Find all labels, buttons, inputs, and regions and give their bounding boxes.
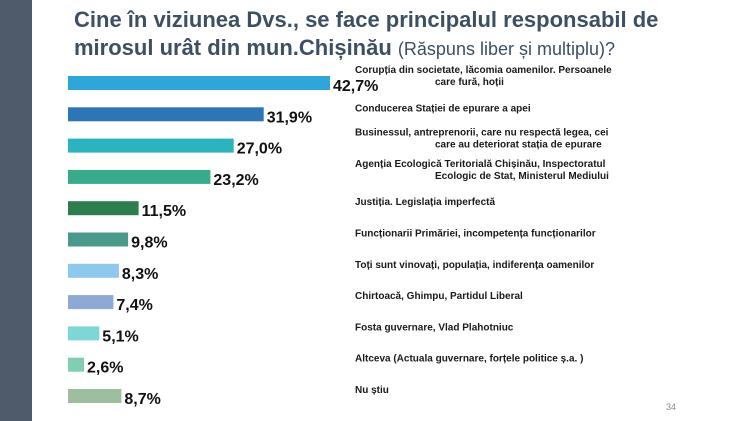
chart-title-subtitle: (Răspuns liber și multiplu)? [397, 39, 616, 59]
category-label-6: Funcționarii Primăriei, incompetența fun… [355, 229, 596, 240]
value-label-6: 9,8% [131, 235, 167, 252]
bar-3 [68, 138, 234, 153]
category-label-line: Businessul, antreprenorii, care nu respe… [355, 128, 609, 139]
category-label-4: Agenția Ecologică Teritorială Chișinău, … [355, 159, 609, 182]
value-label-7: 8,3% [122, 266, 158, 283]
bar-2 [68, 107, 264, 122]
category-label-line: Chirtoacă, Ghimpu, Partidul Liberal [355, 291, 523, 302]
value-label-3: 27,0% [237, 141, 282, 158]
chart-title-main: Cine în viziunea Dvs., se face principal… [74, 7, 659, 60]
chart-title: Cine în viziunea Dvs., se face principal… [74, 6, 714, 63]
category-label-line: Nu știu [355, 385, 389, 396]
category-label-2: Conducerea Stației de epurare a apei [355, 103, 531, 114]
category-label-9: Fosta guvernare, Vlad Plahotniuc [355, 322, 514, 333]
category-label-line: Corupția din societate, lăcomia oamenilo… [355, 65, 612, 76]
page-number: 34 [666, 402, 677, 412]
value-label-4: 23,2% [213, 172, 258, 189]
category-label-line: Conducerea Stației de epurare a apei [355, 103, 531, 114]
bar-5 [68, 201, 139, 216]
category-label-line: care fură, hoții [435, 77, 504, 88]
category-label-line: Altceva (Actuala guvernare, forțele poli… [355, 354, 583, 365]
category-label-11: Nu știu [355, 385, 389, 396]
category-label-line: Toți sunt vinovați, populația, indiferen… [355, 260, 594, 271]
category-label-5: Justiția. Legislația imperfectă [355, 197, 495, 208]
value-label-5: 11,5% [142, 203, 186, 220]
bar-10 [68, 357, 84, 372]
category-label-line: Funcționarii Primăriei, incompetența fun… [355, 229, 596, 240]
value-label-11: 8,7% [124, 391, 160, 408]
category-label-10: Altceva (Actuala guvernare, forțele poli… [355, 354, 583, 365]
bar-7 [68, 263, 119, 278]
category-label-3: Businessul, antreprenorii, care nu respe… [355, 128, 609, 151]
left-decorative-stripe [0, 0, 32, 421]
value-label-10: 2,6% [87, 360, 123, 377]
value-label-2: 31,9% [267, 109, 312, 126]
category-label-7: Toți sunt vinovați, populația, indiferen… [355, 260, 594, 271]
bar-1 [68, 76, 330, 90]
category-label-1: Corupția din societate, lăcomia oamenilo… [355, 65, 612, 88]
value-label-1: 42,7% [333, 78, 378, 95]
bar-6 [68, 232, 129, 247]
value-label-8: 7,4% [116, 297, 152, 314]
bar-11 [68, 389, 122, 403]
category-label-line: care au deteriorat stația de epurare [435, 140, 602, 151]
bar-4 [68, 169, 211, 184]
category-label-line: Justiția. Legislația imperfectă [355, 197, 495, 208]
bar-9 [68, 326, 100, 341]
value-label-9: 5,1% [102, 328, 138, 345]
category-label-8: Chirtoacă, Ghimpu, Partidul Liberal [355, 291, 523, 302]
category-label-line: Fosta guvernare, Vlad Plahotniuc [355, 322, 514, 333]
bar-8 [68, 295, 114, 310]
category-label-line: Ecologic de Stat, Ministerul Mediului [435, 171, 609, 182]
category-label-line: Agenția Ecologică Teritorială Chișinău, … [355, 159, 606, 170]
